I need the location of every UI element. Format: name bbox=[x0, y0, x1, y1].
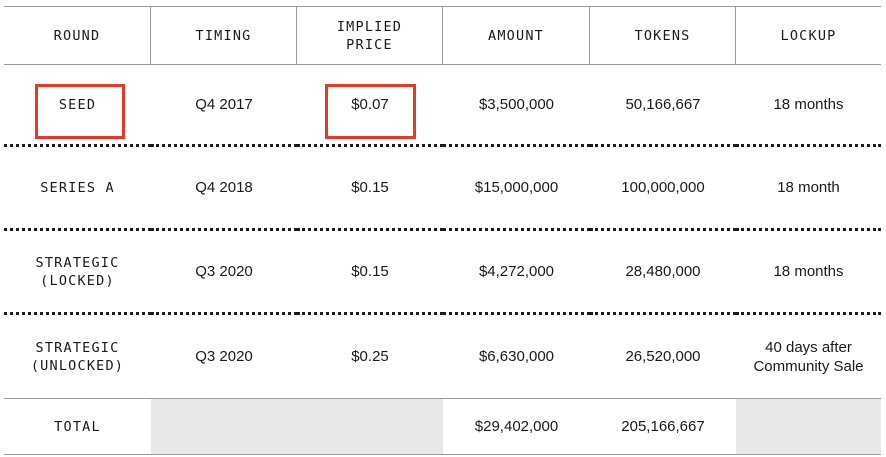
total-tokens: 205,166,667 bbox=[621, 418, 705, 435]
highlight-price-box bbox=[325, 84, 416, 139]
row-series-a-round: SERIES A bbox=[4, 147, 151, 231]
seed-round-label: SEED bbox=[58, 96, 97, 113]
header-round: ROUND bbox=[4, 7, 151, 65]
header-tokens: TOKENS bbox=[590, 7, 736, 65]
row-seed-price: $0.07 bbox=[297, 65, 443, 147]
row-series-a-timing: Q4 2018 bbox=[151, 147, 297, 231]
header-lockup: LOCKUP bbox=[736, 7, 881, 65]
row-strategic-unlocked-lockup: 40 days after Community Sale bbox=[736, 315, 881, 399]
row-strategic-locked-price: $0.15 bbox=[297, 231, 443, 315]
header-amount: AMOUNT bbox=[443, 7, 590, 65]
row-strategic-locked-timing: Q3 2020 bbox=[151, 231, 297, 315]
row-seed-tokens: 50,166,667 bbox=[590, 65, 736, 147]
row-series-a-price: $0.15 bbox=[297, 147, 443, 231]
row-strategic-unlocked-tokens: 26,520,000 bbox=[590, 315, 736, 399]
row-series-a-lockup: 18 month bbox=[736, 147, 881, 231]
row-seed-lockup: 18 months bbox=[736, 65, 881, 147]
row-seed-amount: $3,500,000 bbox=[443, 65, 590, 147]
funding-rounds-table: ROUND TIMING IMPLIED PRICE AMOUNT TOKENS… bbox=[4, 6, 881, 455]
row-strategic-locked-round: STRATEGIC (LOCKED) bbox=[4, 231, 151, 315]
total-price-empty bbox=[297, 399, 443, 454]
total-lockup-empty bbox=[736, 399, 881, 454]
row-strategic-unlocked-price: $0.25 bbox=[297, 315, 443, 399]
row-strategic-unlocked-timing: Q3 2020 bbox=[151, 315, 297, 399]
row-strategic-unlocked-round: STRATEGIC (UNLOCKED) bbox=[4, 315, 151, 399]
row-strategic-locked-lockup: 18 months bbox=[736, 231, 881, 315]
header-implied-price: IMPLIED PRICE bbox=[297, 7, 443, 65]
row-seed-round: SEED bbox=[4, 65, 151, 147]
row-strategic-locked-amount: $4,272,000 bbox=[443, 231, 590, 315]
row-strategic-unlocked-amount: $6,630,000 bbox=[443, 315, 590, 399]
seed-price-value: $0.07 bbox=[351, 96, 389, 113]
total-timing-empty bbox=[151, 399, 297, 454]
header-timing: TIMING bbox=[151, 7, 297, 65]
row-series-a-amount: $15,000,000 bbox=[443, 147, 590, 231]
total-label: TOTAL bbox=[54, 418, 101, 435]
row-series-a-tokens: 100,000,000 bbox=[590, 147, 736, 231]
total-amount: $29,402,000 bbox=[474, 418, 559, 435]
row-strategic-locked-tokens: 28,480,000 bbox=[590, 231, 736, 315]
row-seed-timing: Q4 2017 bbox=[151, 65, 297, 147]
highlight-seed-box bbox=[35, 84, 125, 139]
